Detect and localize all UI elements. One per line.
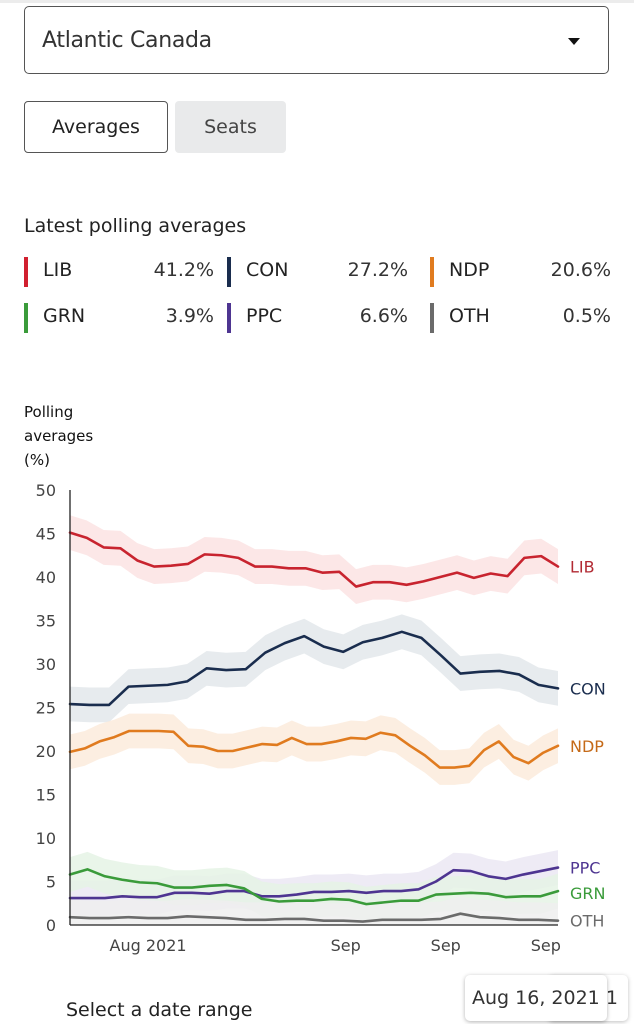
y-tick-label: 15: [36, 786, 56, 805]
ppc-series-line[interactable]: [68, 866, 560, 900]
top-divider: [0, 0, 634, 3]
legend-party-value: 0.5%: [562, 305, 611, 327]
legend-item-oth: OTH 0.5%: [430, 303, 611, 333]
x-tick-label: Sep: [431, 936, 461, 955]
tab-averages-label: Averages: [52, 116, 140, 138]
legend-party-name: LIB: [43, 259, 73, 281]
legend-party-value: 20.6%: [550, 259, 611, 281]
y-tick-label: 30: [36, 655, 56, 674]
legend-party-value: 6.6%: [359, 305, 408, 327]
chart-y-axis-title: Polling averages (%): [24, 400, 93, 472]
legend-item-con: CON 27.2%: [227, 257, 408, 287]
x-tick-label: Sep: [331, 936, 361, 955]
date-handle-tooltip-start[interactable]: Aug 16, 2021: [465, 975, 607, 1021]
confidence-bands: [70, 515, 558, 925]
lib-confidence-band: [70, 515, 558, 604]
tooltip-end-text: 1: [605, 987, 618, 1009]
legend-item-lib: LIB 41.2%: [24, 257, 214, 287]
y-tick-label: 25: [36, 699, 56, 718]
caret-down-icon: [568, 38, 580, 45]
con-confidence-band: [70, 614, 558, 723]
tab-seats[interactable]: Seats: [175, 101, 286, 153]
x-tick-label: Sep: [531, 936, 561, 955]
lib-end-label: LIB: [570, 558, 595, 577]
x-axis: Aug 2021 Sep Sep Sep: [70, 924, 561, 955]
ndp-end-label: NDP: [570, 737, 604, 756]
tab-seats-label: Seats: [204, 116, 257, 138]
ndp-series-line[interactable]: [68, 729, 560, 769]
legend-party-name: NDP: [449, 259, 490, 281]
grn-series-line[interactable]: [68, 868, 560, 906]
ndp-color-swatch: [430, 257, 434, 287]
series-lines: [68, 531, 560, 923]
region-select-value: Atlantic Canada: [42, 28, 212, 53]
grn-color-swatch: [24, 303, 28, 333]
y-title-line: averages: [24, 427, 94, 445]
y-tick-label: 10: [36, 829, 56, 848]
date-range-title: Select a date range: [66, 999, 253, 1021]
ndp-confidence-band: [70, 713, 558, 785]
y-title-line: (%): [24, 451, 50, 469]
con-series-line[interactable]: [68, 630, 560, 707]
oth-series-line[interactable]: [68, 912, 560, 923]
grn-end-label: GRN: [570, 884, 605, 903]
y-tick-label: 40: [36, 568, 56, 587]
tooltip-start-text: Aug 16, 2021: [472, 987, 600, 1009]
region-select[interactable]: Atlantic Canada: [24, 6, 609, 74]
legend-party-name: CON: [246, 259, 289, 281]
y-tick-label: 35: [36, 612, 56, 631]
y-tick-label: 5: [46, 873, 56, 892]
con-end-label: CON: [570, 679, 606, 698]
end-labels: LIB CON NDP PPC GRN OTH: [570, 558, 606, 931]
legend-item-grn: GRN 3.9%: [24, 303, 214, 333]
legend-party-name: GRN: [43, 305, 86, 327]
oth-confidence-band: [70, 896, 558, 925]
legend-item-ppc: PPC 6.6%: [227, 303, 408, 333]
lib-series-line[interactable]: [68, 531, 560, 588]
legend-item-ndp: NDP 20.6%: [430, 257, 611, 287]
lib-color-swatch: [24, 257, 28, 287]
legend-party-name: OTH: [449, 305, 490, 327]
polling-chart[interactable]: 0 5 10 15 20 25 30 35 40 45 50 Aug 2021 Sep Sep Sep L…: [0, 470, 634, 970]
x-tick-label: Aug 2021: [110, 936, 187, 955]
legend-party-value: 27.2%: [347, 259, 408, 281]
y-axis: 0 5 10 15 20 25 30 35 40 45 50: [36, 481, 71, 935]
ppc-color-swatch: [227, 303, 231, 333]
tab-averages[interactable]: Averages: [24, 101, 168, 153]
legend-party-value: 3.9%: [165, 305, 214, 327]
legend-party-value: 41.2%: [153, 259, 214, 281]
y-tick-label: 45: [36, 525, 56, 544]
y-tick-label: 20: [36, 742, 56, 761]
y-tick-label: 50: [36, 481, 56, 500]
y-title-line: Polling: [24, 403, 74, 421]
latest-averages-title: Latest polling averages: [24, 215, 247, 237]
oth-end-label: OTH: [570, 912, 604, 931]
oth-color-swatch: [430, 303, 434, 333]
ppc-end-label: PPC: [570, 859, 600, 878]
con-color-swatch: [227, 257, 231, 287]
y-tick-label: 0: [46, 916, 56, 935]
legend-party-name: PPC: [246, 305, 283, 327]
